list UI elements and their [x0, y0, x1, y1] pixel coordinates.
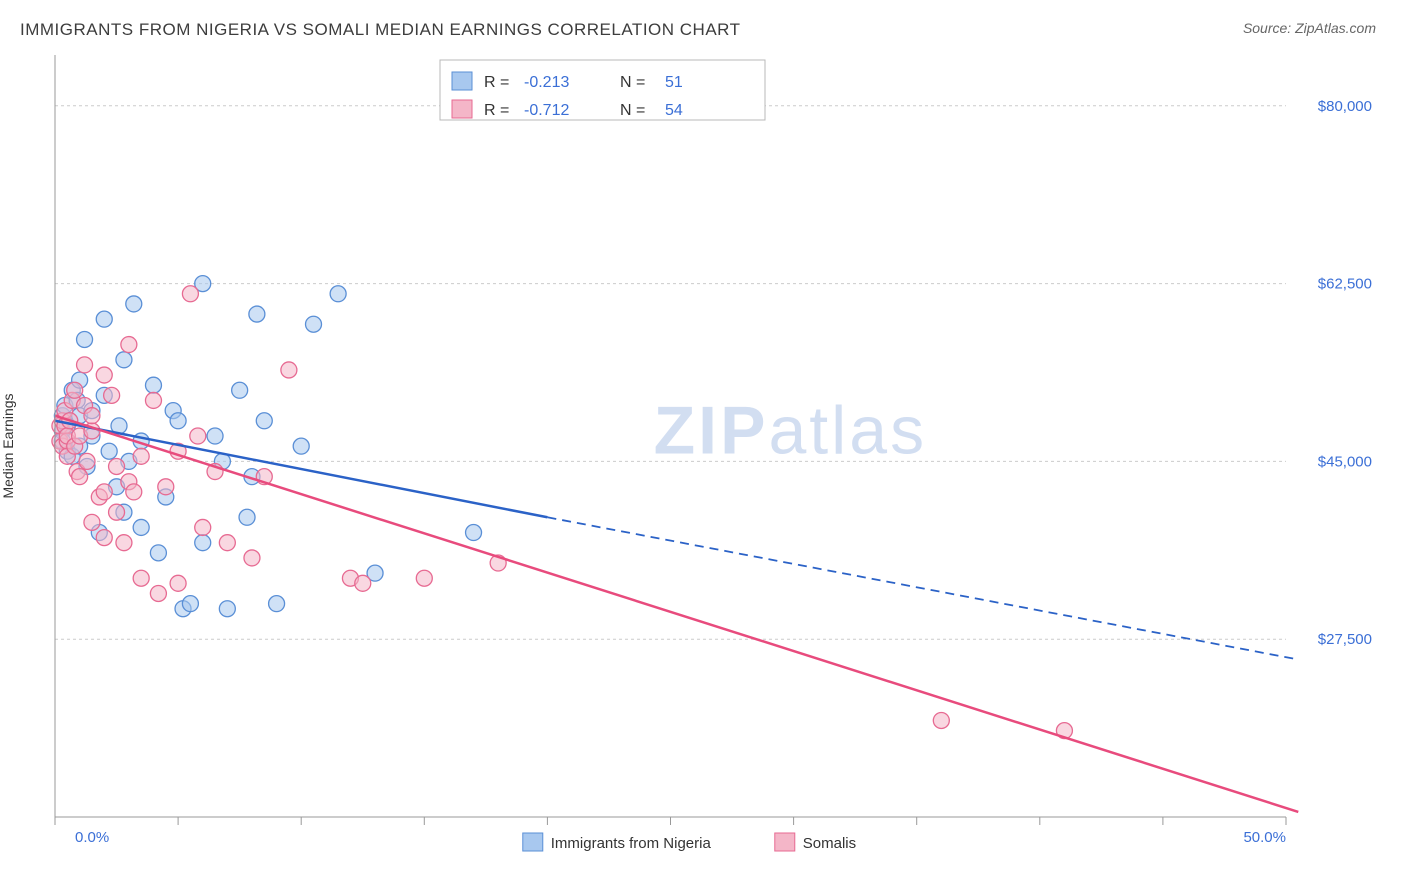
scatter-point — [269, 596, 285, 612]
y-axis-label: Median Earnings — [0, 393, 16, 498]
scatter-point — [158, 479, 174, 495]
scatter-point — [182, 596, 198, 612]
scatter-point — [96, 530, 112, 546]
scatter-point — [67, 382, 83, 398]
scatter-point — [96, 311, 112, 327]
legend-r-value: -0.213 — [524, 74, 569, 91]
scatter-point — [96, 367, 112, 383]
scatter-point — [232, 382, 248, 398]
scatter-point — [306, 316, 322, 332]
regression-line-extrapolated — [547, 517, 1298, 659]
scatter-point — [101, 443, 117, 459]
scatter-point — [281, 362, 297, 378]
scatter-point — [133, 448, 149, 464]
legend-swatch — [452, 72, 472, 90]
scatter-point — [239, 509, 255, 525]
scatter-point — [933, 712, 949, 728]
legend-r-value: -0.712 — [524, 102, 569, 119]
chart-title: IMMIGRANTS FROM NIGERIA VS SOMALI MEDIAN… — [20, 20, 741, 40]
scatter-point — [116, 352, 132, 368]
scatter-point — [77, 357, 93, 373]
scatter-point — [109, 458, 125, 474]
scatter-point — [249, 306, 265, 322]
legend-n-value: 54 — [665, 102, 683, 119]
scatter-point — [116, 535, 132, 551]
scatter-point — [195, 535, 211, 551]
scatter-point — [416, 570, 432, 586]
scatter-point — [195, 519, 211, 535]
scatter-point — [170, 575, 186, 591]
scatter-point — [293, 438, 309, 454]
legend-n-value: 51 — [665, 74, 683, 91]
chart-svg: $27,500 $45,000 $62,500 $80,000 ZIPatlas 0.0%… — [45, 55, 1376, 852]
scatter-point — [96, 484, 112, 500]
regression-line — [55, 416, 1298, 812]
legend-r-label: R = — [484, 74, 509, 91]
y-tick-label: $62,500 — [1318, 276, 1372, 293]
scatter-point — [150, 545, 166, 561]
y-tick-label: $27,500 — [1318, 631, 1372, 648]
scatter-point — [182, 286, 198, 302]
scatter-point — [150, 585, 166, 601]
scatter-point — [466, 525, 482, 541]
x-tick-label: 0.0% — [75, 829, 109, 846]
scatter-point — [126, 484, 142, 500]
scatter-point — [84, 514, 100, 530]
y-tick-label: $80,000 — [1318, 98, 1372, 115]
scatter-point — [72, 469, 88, 485]
legend-n-label: N = — [620, 102, 645, 119]
scatter-point — [190, 428, 206, 444]
bottom-legend-label: Somalis — [803, 835, 856, 852]
scatter-point — [84, 408, 100, 424]
scatter-point — [79, 453, 95, 469]
legend-r-label: R = — [484, 102, 509, 119]
scatter-point — [256, 413, 272, 429]
bottom-legend-swatch — [775, 833, 795, 851]
bottom-legend-label: Immigrants from Nigeria — [551, 835, 712, 852]
watermark: ZIPatlas — [654, 393, 927, 469]
y-tick-label: $45,000 — [1318, 453, 1372, 470]
scatter-point — [207, 428, 223, 444]
header: IMMIGRANTS FROM NIGERIA VS SOMALI MEDIAN… — [0, 0, 1406, 50]
scatter-point — [77, 331, 93, 347]
scatter-point — [145, 377, 161, 393]
legend-swatch — [452, 100, 472, 118]
x-tick-label: 50.0% — [1243, 829, 1286, 846]
scatter-point — [145, 392, 161, 408]
scatter-point — [330, 286, 346, 302]
scatter-point — [121, 337, 137, 353]
scatter-point — [133, 570, 149, 586]
legend-n-label: N = — [620, 74, 645, 91]
scatter-point — [126, 296, 142, 312]
scatter-point — [355, 575, 371, 591]
chart-area: $27,500 $45,000 $62,500 $80,000 ZIPatlas 0.0%… — [45, 55, 1376, 852]
scatter-point — [244, 550, 260, 566]
scatter-point — [109, 504, 125, 520]
scatter-point — [219, 535, 235, 551]
source-attribution: Source: ZipAtlas.com — [1243, 20, 1376, 36]
scatter-point — [170, 413, 186, 429]
page-root: IMMIGRANTS FROM NIGERIA VS SOMALI MEDIAN… — [0, 0, 1406, 892]
scatter-point — [219, 601, 235, 617]
bottom-legend-swatch — [523, 833, 543, 851]
scatter-point — [133, 519, 149, 535]
scatter-point — [104, 387, 120, 403]
